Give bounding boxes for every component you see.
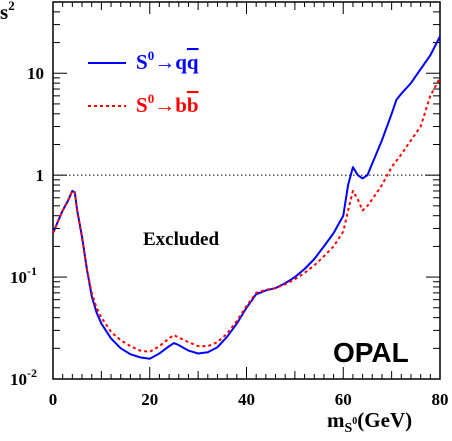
- x-axis-title-unit: (GeV): [357, 408, 412, 432]
- excluded-label: Excluded: [143, 229, 219, 250]
- y-tick-label: 10-2: [10, 366, 37, 389]
- x-axis-title-subsup: 0: [352, 416, 357, 427]
- y-tick-label: 10: [27, 64, 44, 83]
- legend: S0→qq S0→bb: [88, 48, 199, 117]
- y-tick-label: 1: [36, 166, 45, 185]
- y-axis-title-base: s: [0, 0, 8, 24]
- y-axis-title-sup: 2: [8, 0, 15, 13]
- x-axis-title: mS0(GeV): [327, 408, 412, 436]
- legend-label-bb-bar: b: [187, 93, 199, 117]
- x-axis-title-sub: S: [345, 421, 353, 436]
- series-line-bb: [52, 77, 441, 353]
- plot-frame: [52, 1, 441, 380]
- x-tick-label: 60: [335, 390, 352, 409]
- y-tick-label: 10-1: [10, 264, 37, 287]
- y-axis-title: s2: [0, 0, 15, 24]
- series-line-qq: [52, 35, 441, 360]
- legend-label-qq: S0→qq: [136, 48, 199, 74]
- legend-label-bb: S0→bb: [136, 91, 199, 117]
- x-tick-label: 40: [238, 390, 255, 409]
- x-axis-title-base: m: [327, 408, 345, 432]
- legend-label-qq-bar: q: [187, 50, 199, 74]
- x-tick-label: 0: [49, 390, 58, 409]
- x-tick-label: 20: [141, 390, 158, 409]
- series-group: [52, 35, 441, 360]
- x-tick-label: 80: [432, 390, 449, 409]
- y-ticks-group: 10 1 10-1 10-2: [10, 1, 440, 389]
- opal-label: OPAL: [333, 337, 409, 368]
- x-ticks-group: 0 20 40 60 80: [49, 2, 449, 409]
